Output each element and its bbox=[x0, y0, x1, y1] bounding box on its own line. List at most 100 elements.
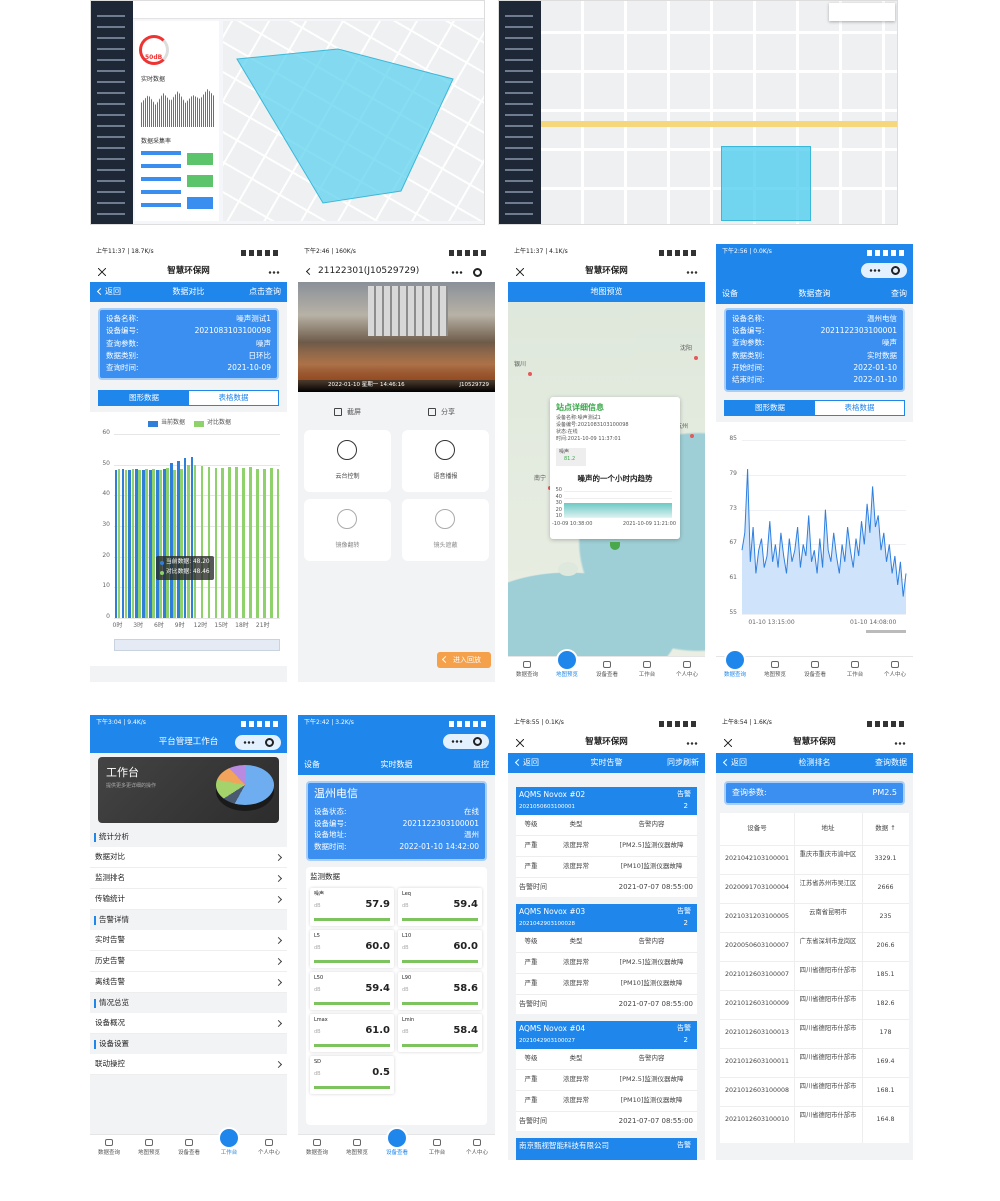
chevron-icon bbox=[274, 853, 283, 862]
alarm-time-label: 告警时间 bbox=[519, 883, 547, 891]
capsule-circle bbox=[891, 266, 900, 275]
table-header: 类型 bbox=[569, 1054, 583, 1062]
tab-icon bbox=[811, 661, 819, 668]
table-cell: 严重 bbox=[524, 1096, 538, 1104]
phone-screen: 下午3:04 | 9.4K/s 平台管理工作台 工作台 提供更多更详细的操作 统计分析数… bbox=[90, 715, 287, 1160]
table-cell: 严重 bbox=[524, 958, 538, 966]
status-bar: 上午8:54 | 1.6K/s bbox=[716, 715, 913, 733]
line bbox=[741, 468, 907, 597]
table-row-line bbox=[516, 835, 697, 836]
data-tile: L5 dB 60.0 bbox=[310, 930, 394, 968]
column-line bbox=[794, 813, 795, 1143]
table-cell: 235 bbox=[879, 913, 892, 920]
bar bbox=[156, 469, 159, 618]
popup-line: 设备编号:2021083103100098 bbox=[556, 422, 629, 428]
segment-tabs: 图形数据 表格数据 bbox=[724, 400, 905, 416]
alarm-card: AQMS Novox #04 2021042903100027 告警 2 等级 类型 告警内… bbox=[516, 1021, 697, 1131]
info-value: 2021122303100001 bbox=[402, 818, 479, 828]
y-tick-label: 55 bbox=[729, 609, 737, 616]
bar bbox=[163, 468, 166, 618]
top-bar bbox=[133, 1, 484, 19]
map-overlay bbox=[236, 48, 454, 204]
phone-screen: 上午8:54 | 1.6K/s 智慧环保网 返回 检测排名 查询数据 查询参数: PM2.5… bbox=[716, 715, 913, 1160]
tile-unit: dB bbox=[314, 903, 321, 909]
map bbox=[541, 1, 897, 224]
grid-line bbox=[114, 587, 280, 589]
title-bar: 智慧环保网 bbox=[90, 262, 287, 282]
info-value: 日环比 bbox=[248, 350, 272, 360]
nav-bar: 返回 检测排名 查询数据 bbox=[716, 753, 913, 773]
alarm-tag: 告警 bbox=[677, 907, 691, 915]
nav-right: 监控 bbox=[473, 760, 489, 769]
alarm-count: 2 bbox=[683, 919, 688, 927]
menu-item: 联动操控 bbox=[90, 1054, 287, 1075]
more-icon bbox=[268, 271, 280, 274]
status-icons bbox=[449, 250, 489, 256]
trend-tick-label: 50 bbox=[555, 487, 562, 493]
section-title: 监测数据 bbox=[310, 872, 340, 881]
gauge bbox=[139, 35, 169, 65]
info-label: 设备地址: bbox=[314, 830, 347, 839]
tab-icon-active bbox=[220, 1129, 238, 1147]
menu-label: 历史告警 bbox=[95, 956, 125, 965]
status-icons bbox=[241, 721, 281, 727]
map-label: 银川 bbox=[514, 361, 527, 368]
control-label: 镜头遮蔽 bbox=[433, 542, 458, 549]
control-icon bbox=[435, 440, 455, 460]
info-popup: 站点详细信息 设备名称:噪声测试1 设备编号:2021083103100098 状态:… bbox=[550, 397, 680, 539]
tab-icon-active bbox=[726, 651, 744, 669]
tile-bar bbox=[402, 1044, 478, 1047]
bar bbox=[169, 463, 173, 618]
alarm-count: 2 bbox=[683, 1036, 688, 1044]
tile-value: 60.0 bbox=[453, 941, 478, 952]
video-time: 2022-01-10 星期一 14:46:16 bbox=[328, 382, 405, 388]
table-cell: 重庆市重庆市渝中区 bbox=[799, 851, 857, 858]
grid-line bbox=[114, 495, 280, 497]
tab-icon bbox=[353, 1139, 361, 1146]
action-label: 截屏 bbox=[347, 408, 361, 416]
tile-bar bbox=[402, 918, 478, 921]
bar bbox=[276, 468, 280, 618]
tab-label: 数据查询 bbox=[97, 1150, 120, 1156]
menu-label: 传输统计 bbox=[95, 894, 125, 903]
info-label: 开始时间: bbox=[732, 362, 765, 372]
trend-title: 噪声的一个小时内趋势 bbox=[577, 474, 653, 483]
menu-label: 实时告警 bbox=[95, 935, 125, 944]
badge-label: 噪声 bbox=[559, 449, 570, 455]
info-label: 查询参数: bbox=[106, 338, 139, 348]
control-icon bbox=[435, 509, 455, 529]
table-header: 等级 bbox=[524, 1054, 538, 1062]
table-cell: 浓度异常 bbox=[563, 862, 589, 870]
ranking-table: 设备号 地址 数据 ↑ 2021042103100001 重庆市重庆市渝中区 3329.1… bbox=[720, 813, 909, 1143]
bar bbox=[262, 469, 266, 618]
table-cell: 2021012603100013 bbox=[724, 1029, 790, 1036]
table-row-line bbox=[516, 1111, 697, 1112]
device-card: 温州电信 设备状态: 在线 设备编号: 2021122303100001 设备地址: 温州数… bbox=[306, 781, 487, 861]
alarm-name: AQMS Novox #03 bbox=[519, 907, 586, 916]
section-bar bbox=[94, 999, 96, 1008]
nav-center: 实时数据 bbox=[380, 760, 413, 769]
table-cell: 164.8 bbox=[876, 1116, 895, 1123]
video-id: J10529729 bbox=[459, 382, 489, 388]
table-cell: 四川省德阳市什邡市 bbox=[799, 1025, 857, 1032]
legend-swatch bbox=[148, 421, 158, 427]
more-icon bbox=[686, 271, 698, 274]
tooltip: 当前数据: 48.20 对比数据: 48.46 bbox=[156, 556, 214, 580]
table-row-line bbox=[516, 952, 697, 953]
grid-line bbox=[742, 474, 906, 476]
info-value: 实时数据 bbox=[867, 350, 897, 360]
sidebar-menu bbox=[97, 15, 125, 215]
close-icon bbox=[516, 739, 524, 747]
tab-icon-active bbox=[388, 1129, 406, 1147]
title-bar: 智慧环保网 bbox=[508, 733, 705, 753]
status-bar: 下午3:04 | 9.4K/s bbox=[90, 715, 287, 733]
table-cell: 2021012603100011 bbox=[724, 1058, 790, 1065]
bar bbox=[249, 467, 252, 618]
control-icon bbox=[337, 440, 357, 460]
bar bbox=[193, 464, 197, 618]
info-label: 设备编号: bbox=[732, 326, 765, 336]
page-title: 21122301(J10529729) bbox=[318, 266, 420, 276]
map-dot bbox=[694, 356, 698, 360]
table-cell: 严重 bbox=[524, 979, 538, 987]
bar bbox=[142, 469, 145, 618]
